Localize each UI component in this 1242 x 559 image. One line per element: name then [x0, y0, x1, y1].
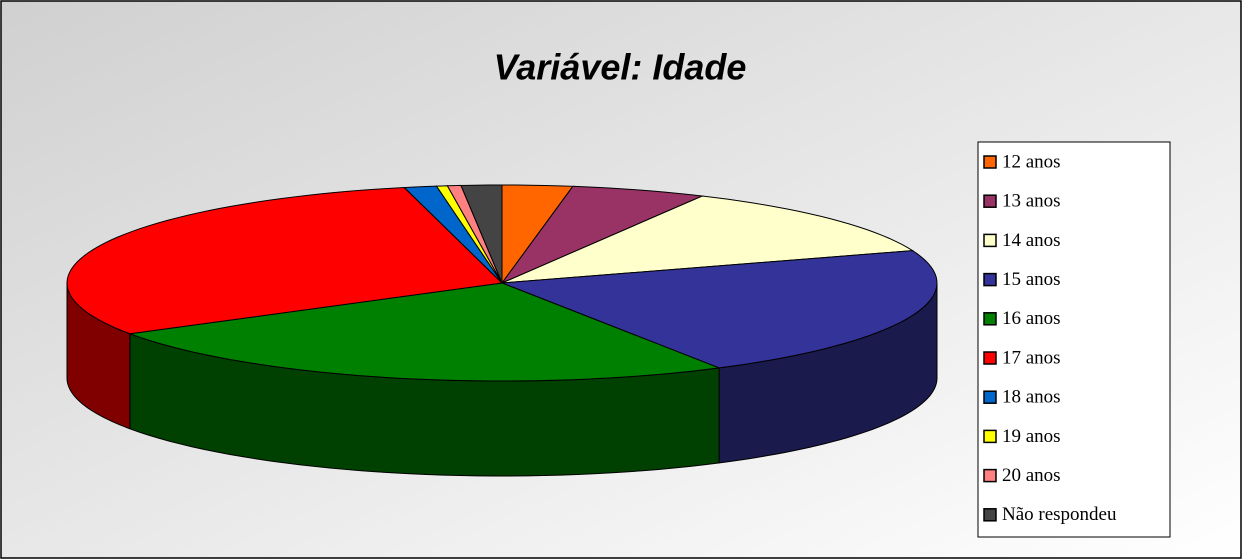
- slice: [501, 195, 915, 284]
- legend-swatch: [983, 508, 997, 522]
- legend-swatch: [983, 272, 997, 287]
- legend-label: 15 anos: [1002, 269, 1061, 290]
- legend-swatch: [983, 312, 997, 326]
- legend-swatch: [983, 233, 997, 248]
- chart-title: Variável: Idade: [494, 47, 747, 88]
- legend-label: 16 anos: [1002, 308, 1061, 329]
- legend-swatch: [983, 429, 997, 444]
- legend-swatch: [983, 390, 997, 404]
- legend: [977, 141, 1171, 538]
- slice: [66, 186, 504, 335]
- slice: [129, 282, 720, 382]
- legend-label: 12 anos: [1002, 151, 1061, 172]
- legend-swatch: [983, 194, 997, 208]
- legend-label: 17 anos: [1002, 347, 1061, 368]
- legend-swatch: [983, 351, 997, 365]
- slice: [501, 250, 938, 369]
- legend-label: 18 anos: [1002, 387, 1061, 408]
- legend-swatch: [983, 468, 997, 483]
- slice: [460, 184, 503, 284]
- legend-label: 13 anos: [1002, 191, 1061, 212]
- legend-label: 19 anos: [1002, 426, 1061, 447]
- legend-swatch: [983, 155, 997, 169]
- legend-label: Não respondeu: [1002, 504, 1117, 525]
- legend-label: 14 anos: [1002, 230, 1061, 251]
- legend-label: 20 anos: [1002, 465, 1061, 486]
- slice: [500, 185, 705, 285]
